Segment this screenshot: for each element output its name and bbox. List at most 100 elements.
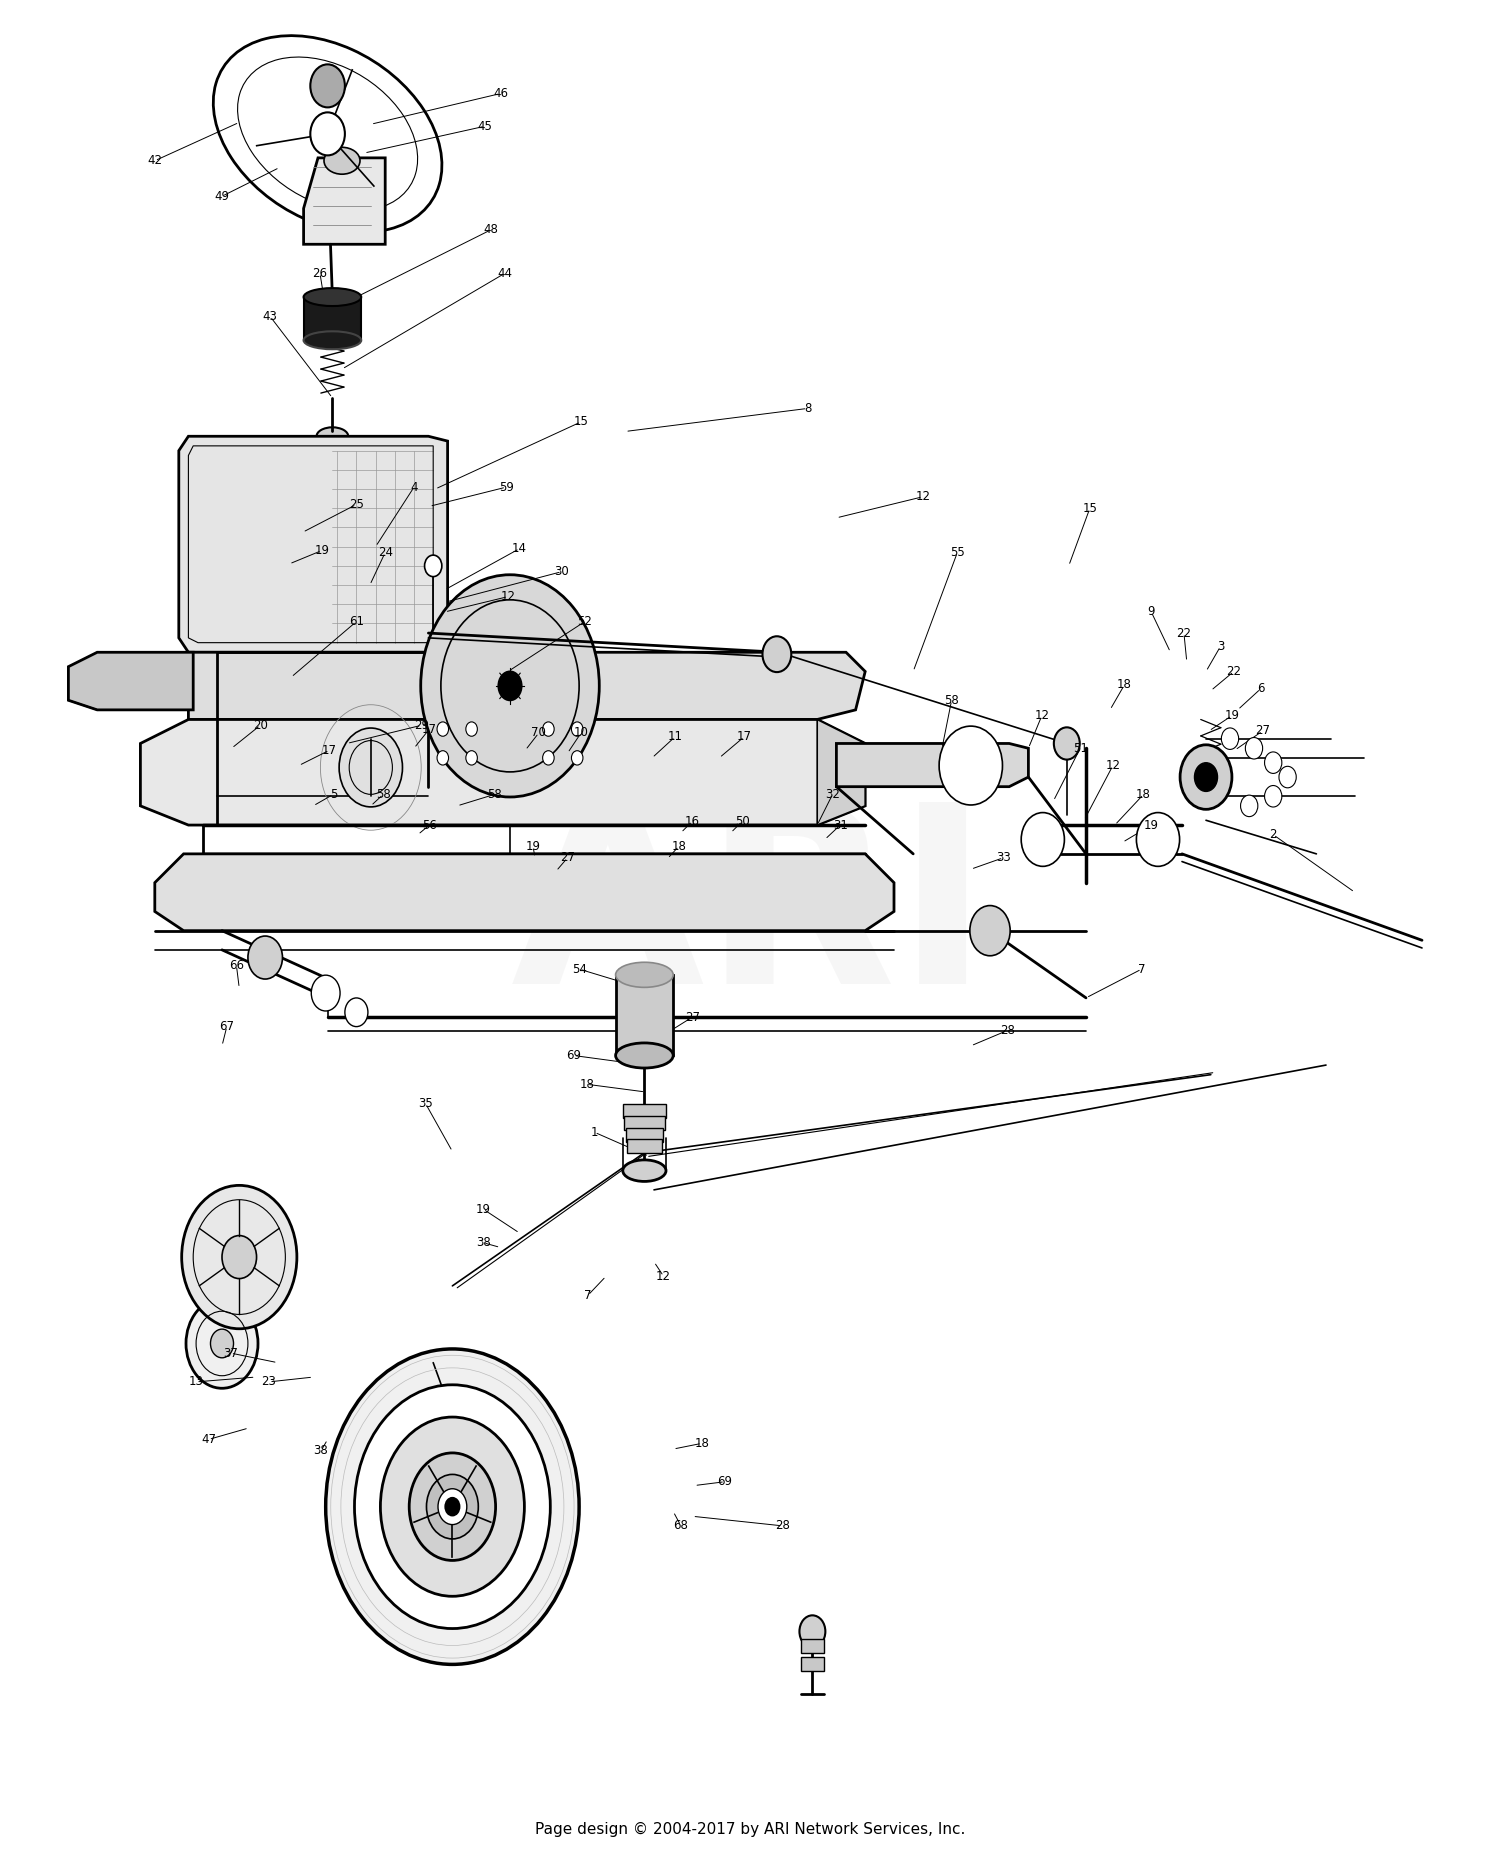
Bar [626,1128,663,1143]
Text: 42: 42 [147,155,162,168]
Text: 28: 28 [776,1520,790,1533]
Circle shape [1194,764,1218,792]
Circle shape [436,751,448,765]
Polygon shape [189,652,865,719]
Polygon shape [837,743,1029,786]
Circle shape [1221,728,1239,749]
Bar [624,1116,664,1130]
Text: Page design © 2004-2017 by ARI Network Services, Inc.: Page design © 2004-2017 by ARI Network S… [536,1822,964,1837]
Text: 33: 33 [996,851,1011,864]
Circle shape [186,1299,258,1389]
Circle shape [326,1350,579,1663]
Text: 6: 6 [1257,681,1264,695]
Text: 35: 35 [419,1098,434,1111]
Text: 23: 23 [261,1376,276,1389]
Text: 66: 66 [230,960,244,971]
Text: 19: 19 [315,543,330,556]
Circle shape [436,723,448,736]
Circle shape [466,751,477,765]
Polygon shape [303,159,386,245]
Circle shape [310,112,345,155]
Text: 24: 24 [378,545,393,558]
Text: 8: 8 [804,401,812,414]
Text: ARI: ARI [510,793,990,1036]
Text: 18: 18 [579,1077,594,1090]
Circle shape [310,63,345,108]
Text: 56: 56 [422,818,436,831]
Text: 7: 7 [1138,963,1146,976]
Text: 12: 12 [501,590,516,603]
Text: 49: 49 [214,190,230,204]
Circle shape [800,1615,825,1647]
Circle shape [438,1488,466,1525]
Text: 58: 58 [376,788,390,801]
Text: 9: 9 [1148,605,1155,618]
Text: 48: 48 [483,224,498,237]
Circle shape [1180,745,1231,808]
Text: 12: 12 [656,1270,670,1283]
Text: 58: 58 [944,695,958,708]
Ellipse shape [622,1159,666,1182]
Circle shape [354,1385,550,1628]
Circle shape [312,975,340,1012]
Text: 27: 27 [686,1010,700,1023]
Circle shape [572,751,584,765]
Text: 54: 54 [572,963,586,976]
Text: 46: 46 [494,88,508,101]
Text: 25: 25 [350,498,364,512]
Text: 18: 18 [672,840,687,853]
Text: 17: 17 [736,730,752,743]
Text: 13: 13 [189,1376,204,1389]
Circle shape [543,723,554,736]
Text: 31: 31 [833,818,848,831]
Circle shape [248,935,282,978]
Circle shape [572,723,584,736]
Circle shape [446,1497,459,1516]
Ellipse shape [324,147,360,174]
Circle shape [222,1236,256,1279]
Circle shape [182,1186,297,1329]
Circle shape [970,905,1010,956]
Circle shape [1264,752,1282,773]
Text: 19: 19 [1224,709,1239,723]
Text: 38: 38 [476,1236,490,1249]
Text: 3: 3 [1216,640,1224,653]
Circle shape [426,1475,478,1538]
Text: 27: 27 [1256,724,1270,737]
Text: 2: 2 [1269,829,1276,842]
Text: 47: 47 [201,1434,216,1445]
Text: 17: 17 [322,743,338,756]
Circle shape [1245,737,1263,760]
Text: 19: 19 [1144,818,1160,831]
Text: 20: 20 [254,719,268,732]
Circle shape [498,672,522,700]
Polygon shape [141,719,866,825]
Ellipse shape [615,1044,674,1068]
Text: 55: 55 [950,545,964,558]
Bar [627,1139,662,1154]
Circle shape [1054,728,1080,760]
Circle shape [1137,812,1179,866]
Circle shape [410,1453,495,1561]
Text: 12: 12 [915,491,930,504]
Polygon shape [154,853,894,930]
Text: 30: 30 [555,566,568,579]
Ellipse shape [303,330,362,349]
Circle shape [339,728,402,807]
Text: 19: 19 [476,1202,490,1215]
Text: 18: 18 [1136,788,1150,801]
Text: 18: 18 [694,1438,709,1451]
Text: 44: 44 [498,267,513,280]
Text: 28: 28 [1000,1023,1014,1036]
Text: 4: 4 [410,480,417,493]
Text: 5: 5 [330,788,338,801]
Text: 1: 1 [591,1126,598,1139]
Circle shape [939,726,1002,805]
Text: 26: 26 [312,267,327,280]
Polygon shape [69,652,194,709]
Text: 58: 58 [488,788,502,801]
Text: 11: 11 [668,730,682,743]
Circle shape [762,637,792,672]
Circle shape [420,575,600,797]
Text: 69: 69 [717,1475,732,1488]
